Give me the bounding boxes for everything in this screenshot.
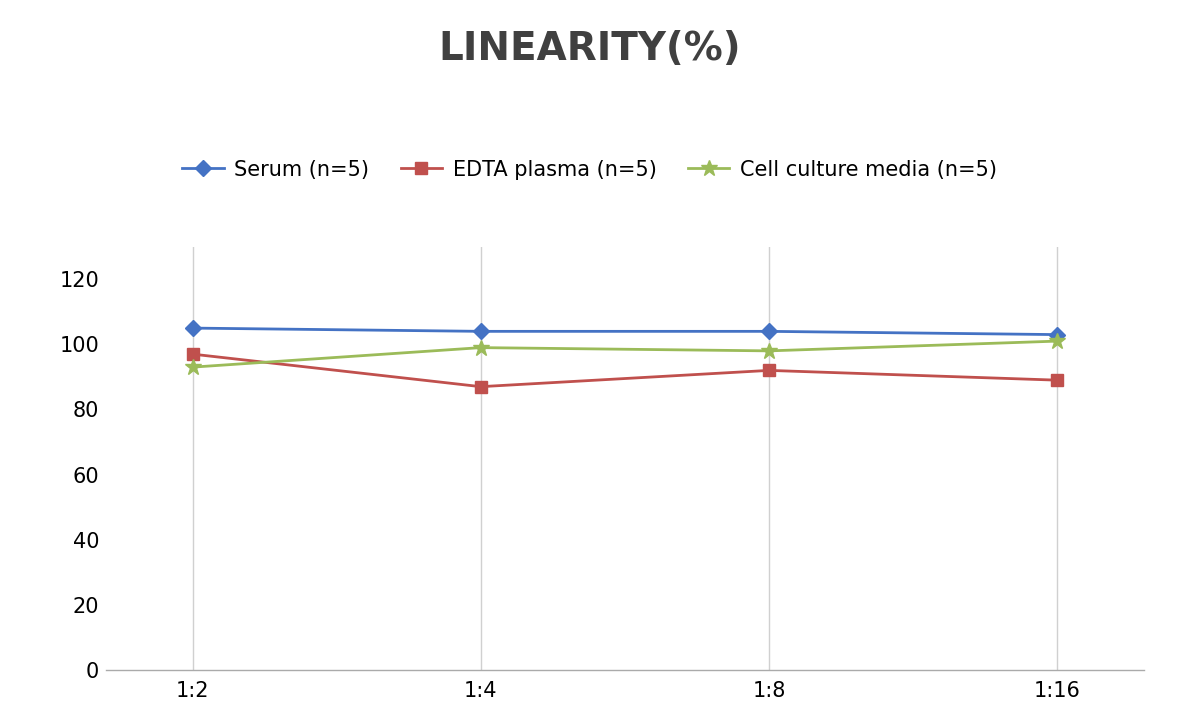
- Serum (n=5): [762, 327, 776, 336]
- Cell culture media (n=5): [185, 363, 199, 372]
- Line: Serum (n=5): Serum (n=5): [187, 323, 1062, 340]
- Line: EDTA plasma (n=5): EDTA plasma (n=5): [187, 348, 1062, 392]
- Serum (n=5): [1050, 331, 1065, 339]
- Cell culture media (n=5): [1050, 337, 1065, 345]
- Serum (n=5): [474, 327, 488, 336]
- Cell culture media (n=5): [762, 347, 776, 355]
- Line: Cell culture media (n=5): Cell culture media (n=5): [184, 333, 1066, 376]
- Legend: Serum (n=5), EDTA plasma (n=5), Cell culture media (n=5): Serum (n=5), EDTA plasma (n=5), Cell cul…: [173, 152, 1006, 188]
- Serum (n=5): [185, 324, 199, 332]
- Cell culture media (n=5): [474, 343, 488, 352]
- Text: LINEARITY(%): LINEARITY(%): [439, 30, 740, 68]
- EDTA plasma (n=5): [185, 350, 199, 358]
- EDTA plasma (n=5): [762, 366, 776, 374]
- EDTA plasma (n=5): [1050, 376, 1065, 384]
- EDTA plasma (n=5): [474, 382, 488, 391]
